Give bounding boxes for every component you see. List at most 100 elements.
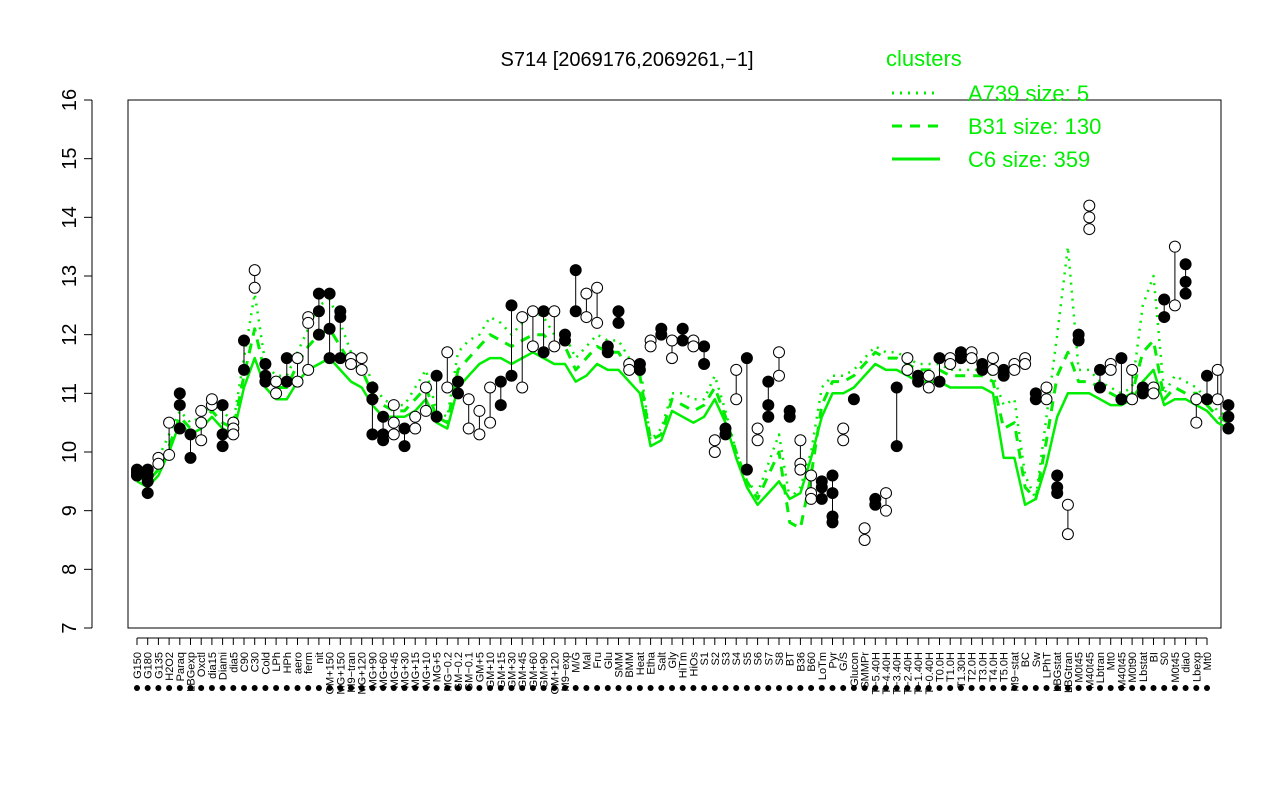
x-rug-mark — [230, 685, 237, 691]
plot-frame — [127, 99, 1222, 629]
data-point — [676, 334, 689, 347]
data-point — [869, 498, 882, 511]
x-tick-label: MG+60 — [378, 652, 390, 688]
x-tick-label: MG+15 — [410, 652, 422, 688]
data-point — [302, 363, 315, 376]
data-point — [409, 422, 422, 435]
x-tick-label: T2.0H — [967, 652, 979, 682]
data-point — [730, 393, 743, 406]
data-point — [880, 487, 892, 500]
x-tick-label: MG+120 — [357, 652, 369, 695]
x-rug-mark — [155, 685, 162, 691]
x-tick-label: LBGtran — [1063, 652, 1075, 693]
x-rug-mark — [743, 685, 750, 691]
x-tick-label: S8 — [774, 652, 786, 665]
x-tick-label: SMM — [614, 652, 626, 678]
x-tick-label: HiTm — [678, 652, 690, 678]
x-tick-label: T−3.40H — [892, 652, 904, 695]
data-point — [1061, 528, 1074, 541]
x-tick-label: Glucon — [849, 652, 861, 687]
series-line-solid — [136, 351, 1229, 507]
x-rug-mark — [1000, 685, 1007, 691]
x-tick-label: BC — [1020, 652, 1032, 667]
data-point — [516, 381, 529, 394]
x-rug-mark — [262, 685, 269, 691]
x-tick-label: Pyr — [828, 652, 840, 669]
data-point — [1168, 299, 1181, 312]
x-rug-mark — [861, 685, 868, 691]
data-point — [751, 422, 764, 435]
data-point — [858, 534, 871, 546]
data-point — [1083, 211, 1096, 224]
data-point — [195, 416, 208, 429]
x-rug-mark — [134, 685, 140, 691]
x-tick-label: MG+45 — [389, 652, 401, 688]
x-tick-label: Paraq — [175, 652, 187, 681]
x-tick-label: GM+120 — [549, 652, 561, 695]
x-tick-label: MG+30 — [400, 652, 412, 688]
x-rug-mark — [979, 685, 986, 691]
x-tick-label: LPhT — [1042, 652, 1054, 679]
data-point — [334, 352, 347, 365]
legend-label: A739 size: 5 — [968, 81, 1089, 106]
data-point — [537, 305, 550, 318]
data-point — [1222, 399, 1235, 412]
x-tick-label: Glu — [603, 652, 615, 669]
x-rug-mark — [166, 685, 173, 691]
data-point — [1051, 469, 1064, 482]
data-point — [1147, 387, 1160, 400]
data-point — [152, 457, 165, 470]
x-rug-mark — [957, 685, 964, 691]
y-axis: 7 8 9 10 11 12 13 14 15 16 — [59, 89, 93, 634]
data-point — [837, 434, 850, 447]
data-point — [805, 492, 818, 505]
x-tick-label: Mt0 — [1106, 652, 1118, 670]
data-point — [719, 428, 732, 441]
data-point — [922, 369, 935, 382]
legend-title: clusters — [886, 46, 962, 71]
x-rug-mark — [679, 685, 686, 691]
x-tick-label: H2O2 — [164, 652, 176, 681]
data-point — [1179, 287, 1192, 300]
data-point — [826, 516, 839, 529]
x-tick-label: T1.30H — [956, 652, 968, 688]
x-rug-mark — [187, 685, 194, 691]
x-tick-label: S1 — [699, 652, 711, 665]
x-tick-label: LBGstat — [1052, 652, 1064, 692]
data-point — [430, 410, 443, 423]
data-point — [462, 422, 475, 435]
x-rug-mark — [208, 685, 215, 691]
data-point — [1190, 393, 1203, 406]
data-point — [773, 369, 785, 382]
x-tick-label: ferm — [303, 652, 315, 674]
x-rug-mark — [936, 685, 943, 691]
x-rug-mark — [337, 685, 344, 691]
data-point — [323, 287, 336, 300]
data-point — [1211, 393, 1224, 406]
data-point — [1104, 363, 1117, 376]
data-point — [1040, 393, 1053, 406]
x-rug-mark — [797, 685, 804, 691]
x-rug-mark — [808, 685, 815, 691]
x-tick-label: Fru — [592, 652, 604, 669]
x-rug-mark — [219, 685, 226, 691]
data-point — [1126, 393, 1139, 406]
x-tick-label: SMMPr — [860, 652, 872, 689]
data-points — [131, 199, 1235, 546]
data-point — [387, 416, 400, 429]
data-point — [259, 358, 272, 370]
x-rug-mark — [540, 685, 547, 691]
x-tick-label: M0t45 — [1074, 652, 1086, 683]
x-tick-label: B36 — [795, 652, 807, 672]
x-rug-mark — [990, 685, 996, 691]
data-point — [452, 387, 464, 400]
legend-label: B31 size: 130 — [968, 114, 1101, 139]
data-point — [238, 363, 250, 376]
x-tick-label: Heat — [635, 652, 647, 675]
data-point — [1008, 363, 1021, 376]
x-rug-mark — [444, 685, 451, 691]
data-point — [933, 375, 946, 388]
data-point — [944, 358, 957, 370]
x-rug-mark — [433, 685, 440, 691]
data-point — [805, 469, 818, 482]
